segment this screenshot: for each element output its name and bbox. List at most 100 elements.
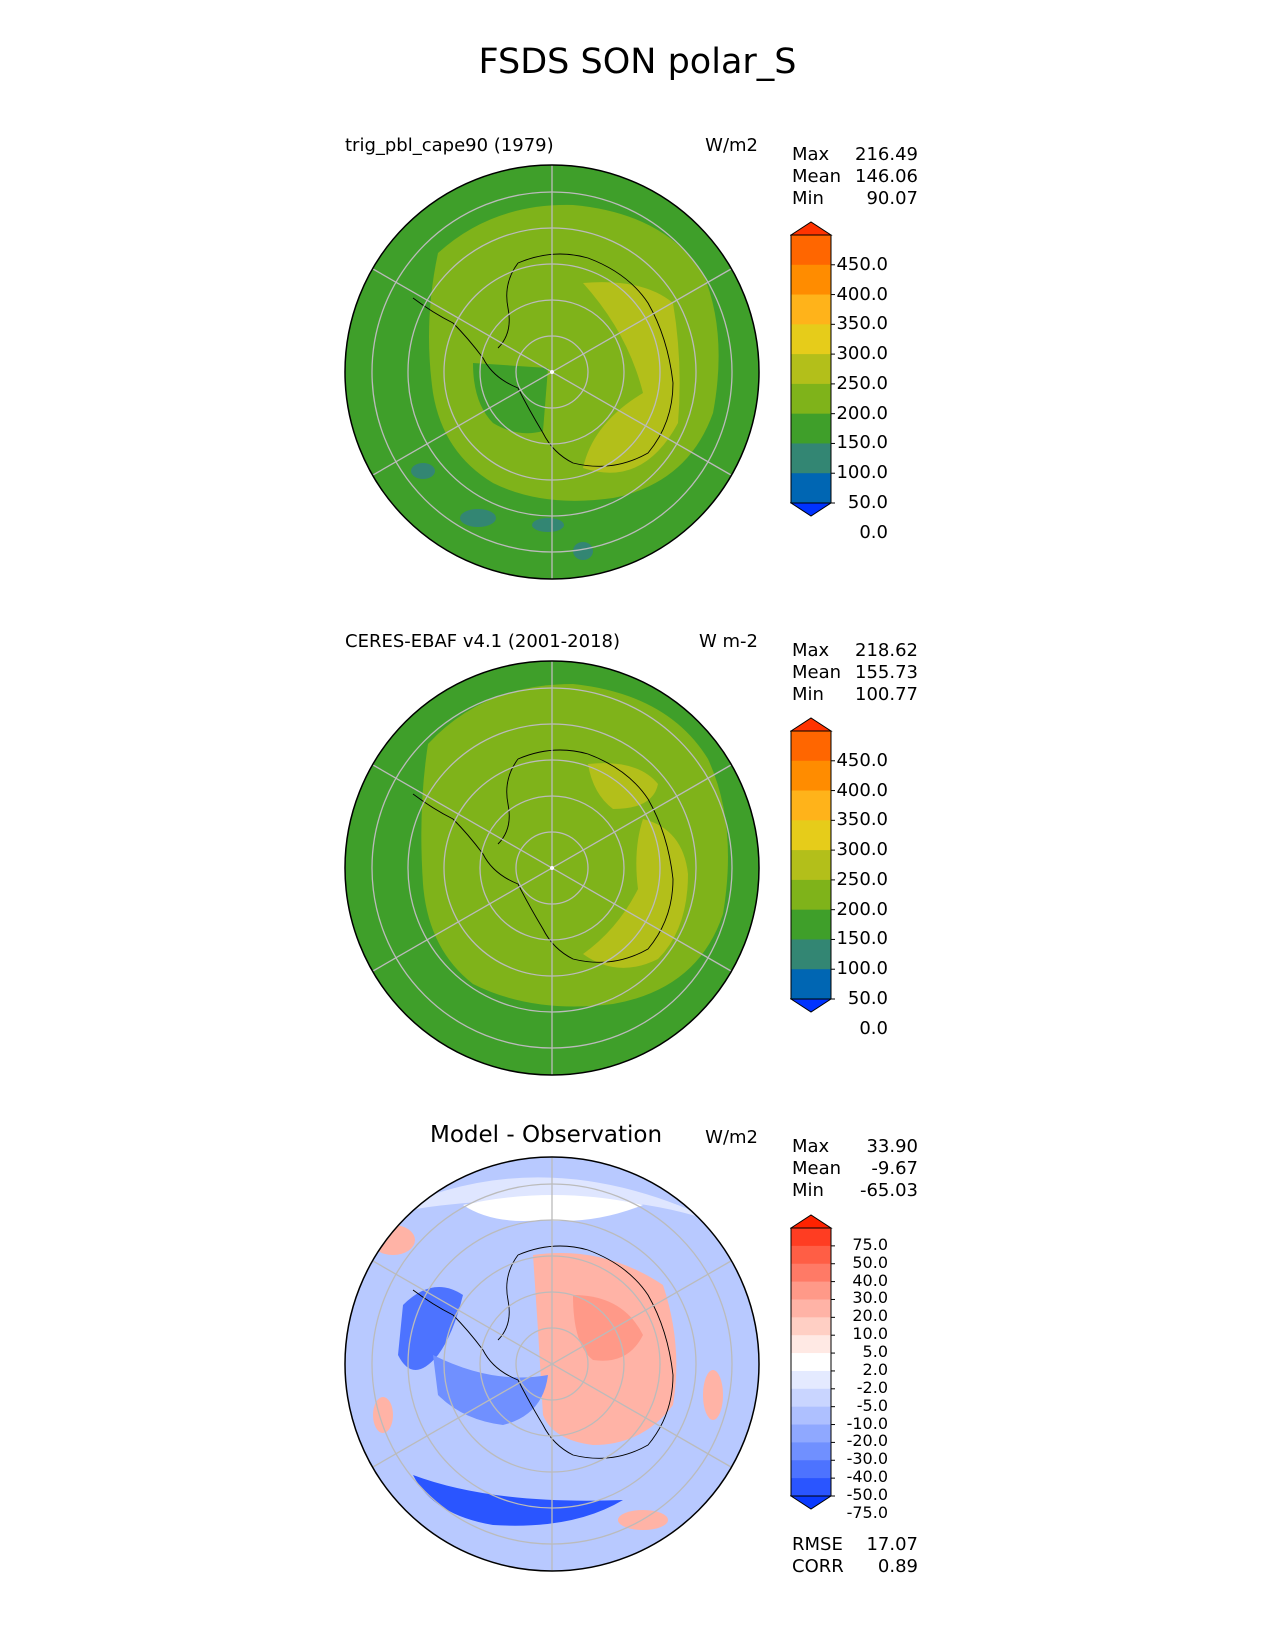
colorbar-box: [791, 1424, 831, 1443]
positive-anomaly-core: [573, 1295, 643, 1361]
colorbar-tick-label: 350.0: [836, 313, 888, 335]
colorbar-extend-bottom: [790, 998, 833, 1013]
panel-3-colorbar: [790, 1214, 835, 1510]
colorbar-box: [791, 909, 831, 940]
colorbar-tick-label: 50.0: [852, 1252, 888, 1272]
colorbar-tick-label: 75.0: [852, 1234, 888, 1254]
colorbar-box: [791, 760, 831, 792]
colorbar-tick-label: 30.0: [852, 1288, 888, 1308]
pole-marker: [550, 866, 554, 870]
near-zero-region: [463, 1195, 643, 1221]
map-boundary: [344, 164, 760, 580]
colorbar-tick-label: 400.0: [836, 779, 888, 801]
colorbar-tick-label: 2.0: [862, 1359, 888, 1379]
colorbar-tick-label: 40.0: [852, 1270, 888, 1290]
panel-3-units: W/m2: [705, 1127, 758, 1148]
colorbar-box: [791, 473, 831, 504]
negative-anomaly-patch: [398, 1287, 463, 1370]
colorbar-box: [791, 1245, 831, 1265]
colorbar-tick-label: 200.0: [836, 402, 888, 424]
colorbar-box: [791, 1228, 831, 1247]
colorbar-box: [791, 820, 831, 851]
colorbar-tick-label: 250.0: [836, 868, 888, 890]
positive-anomaly-patch: [373, 1397, 393, 1433]
panel-3-stats: Max 33.90 Mean -9.67 Min -65.03: [792, 1136, 918, 1202]
colorbar-box: [791, 879, 831, 911]
colorbar-tick-label: 5.0: [862, 1342, 888, 1362]
colorbar-box: [791, 1281, 831, 1300]
panel-1-units: W/m2: [705, 135, 758, 156]
colorbar-box: [791, 790, 831, 821]
panel-2-stats: Max 218.62 Mean 155.73 Min 100.77: [792, 640, 918, 706]
positive-anomaly-patch: [703, 1370, 723, 1420]
teal-patch: [532, 518, 564, 532]
teal-patch: [573, 542, 593, 560]
stat-rmse-row: RMSE 17.07: [792, 1534, 918, 1555]
stat-mean-row: Mean -9.67: [792, 1158, 918, 1179]
colorbar-box: [791, 1335, 831, 1354]
colorbar-box: [791, 731, 831, 762]
panel-1-colorbar: [790, 221, 835, 517]
colorbar-tick-label: 50.0: [847, 492, 888, 513]
stat-max-row: Max 33.90: [792, 1136, 918, 1157]
colorbar-box: [791, 1370, 831, 1390]
colorbar-extend-bottom: [790, 1495, 833, 1510]
colorbar-tick-label: -10.0: [846, 1413, 888, 1433]
teal-patch: [411, 463, 435, 479]
colorbar-box: [791, 354, 831, 385]
colorbar-box: [791, 939, 831, 970]
colorbar-box: [791, 1460, 831, 1479]
colorbar-tick-label: 450.0: [836, 749, 888, 771]
colorbar-tick-label: 200.0: [836, 898, 888, 920]
colorbar-tick-label: 300.0: [836, 343, 888, 365]
colorbar-tick-label: 350.0: [836, 809, 888, 831]
figure-title: FSDS SON polar_S: [478, 42, 797, 82]
colorbar-outline: [790, 234, 832, 504]
stat-min-row: Min 100.77: [792, 684, 918, 705]
panel-1-stats: Max 216.49 Mean 146.06 Min 90.07: [792, 144, 918, 210]
colorbar-tick-label: -50.0: [846, 1485, 888, 1504]
stat-max-row: Max 216.49: [792, 144, 918, 165]
panel-3-polar-map: [344, 1156, 760, 1572]
panel-2-units: W m-2: [698, 631, 758, 652]
stat-min-row: Min 90.07: [792, 188, 918, 209]
colorbar-tick-label: -2.0: [856, 1377, 888, 1397]
coastline: [412, 1245, 674, 1459]
colorbar-outline: [790, 1227, 832, 1497]
colorbar-tick-label: 300.0: [836, 839, 888, 861]
colorbar-extend-top: [790, 221, 833, 236]
colorbar-box: [791, 383, 831, 415]
positive-anomaly-patch: [371, 1225, 415, 1255]
strong-negative-band: [413, 1475, 623, 1526]
panel-1-title: trig_pbl_cape90 (1979): [345, 135, 554, 156]
stat-min-row: Min -65.03: [792, 1180, 918, 1201]
colorbar-tick-label: 10.0: [852, 1324, 888, 1344]
colorbar-tick-label: 150.0: [836, 432, 888, 454]
coastline: [412, 749, 674, 963]
stat-corr-row: CORR 0.89: [792, 1556, 918, 1577]
panel-2-title: CERES-EBAF v4.1 (2001-2018): [345, 631, 621, 652]
colorbar-tick-label: 100.0: [836, 462, 888, 484]
colorbar-box: [791, 294, 831, 325]
colorbar-box: [791, 264, 831, 296]
colorbar-box: [791, 235, 831, 266]
colorbar-tick-label: 50.0: [847, 988, 888, 1009]
teal-patch: [460, 509, 496, 527]
colorbar-tick-label: 450.0: [836, 253, 888, 275]
colorbar-box: [791, 1478, 831, 1497]
map-boundary: [344, 1156, 760, 1572]
light-blue-band: [383, 1177, 723, 1225]
colorbar-tick-label: -30.0: [846, 1449, 888, 1469]
stat-max-row: Max 218.62: [792, 640, 918, 661]
panel-3-title: Model - Observation: [430, 1122, 663, 1148]
colorbar-box: [791, 850, 831, 881]
colorbar-box: [791, 1317, 831, 1336]
low-radiation-patch: [473, 363, 548, 434]
panel-3-error-stats: RMSE 17.07 CORR 0.89: [792, 1534, 918, 1578]
colorbar-box: [791, 1299, 831, 1318]
colorbar-extend-top: [790, 1214, 833, 1229]
colorbar-tick-label: -20.0: [846, 1431, 888, 1451]
negative-anomaly-patch: [433, 1355, 548, 1425]
stat-mean-row: Mean 146.06: [792, 166, 918, 187]
panel-2-polar-map: [344, 660, 760, 1076]
